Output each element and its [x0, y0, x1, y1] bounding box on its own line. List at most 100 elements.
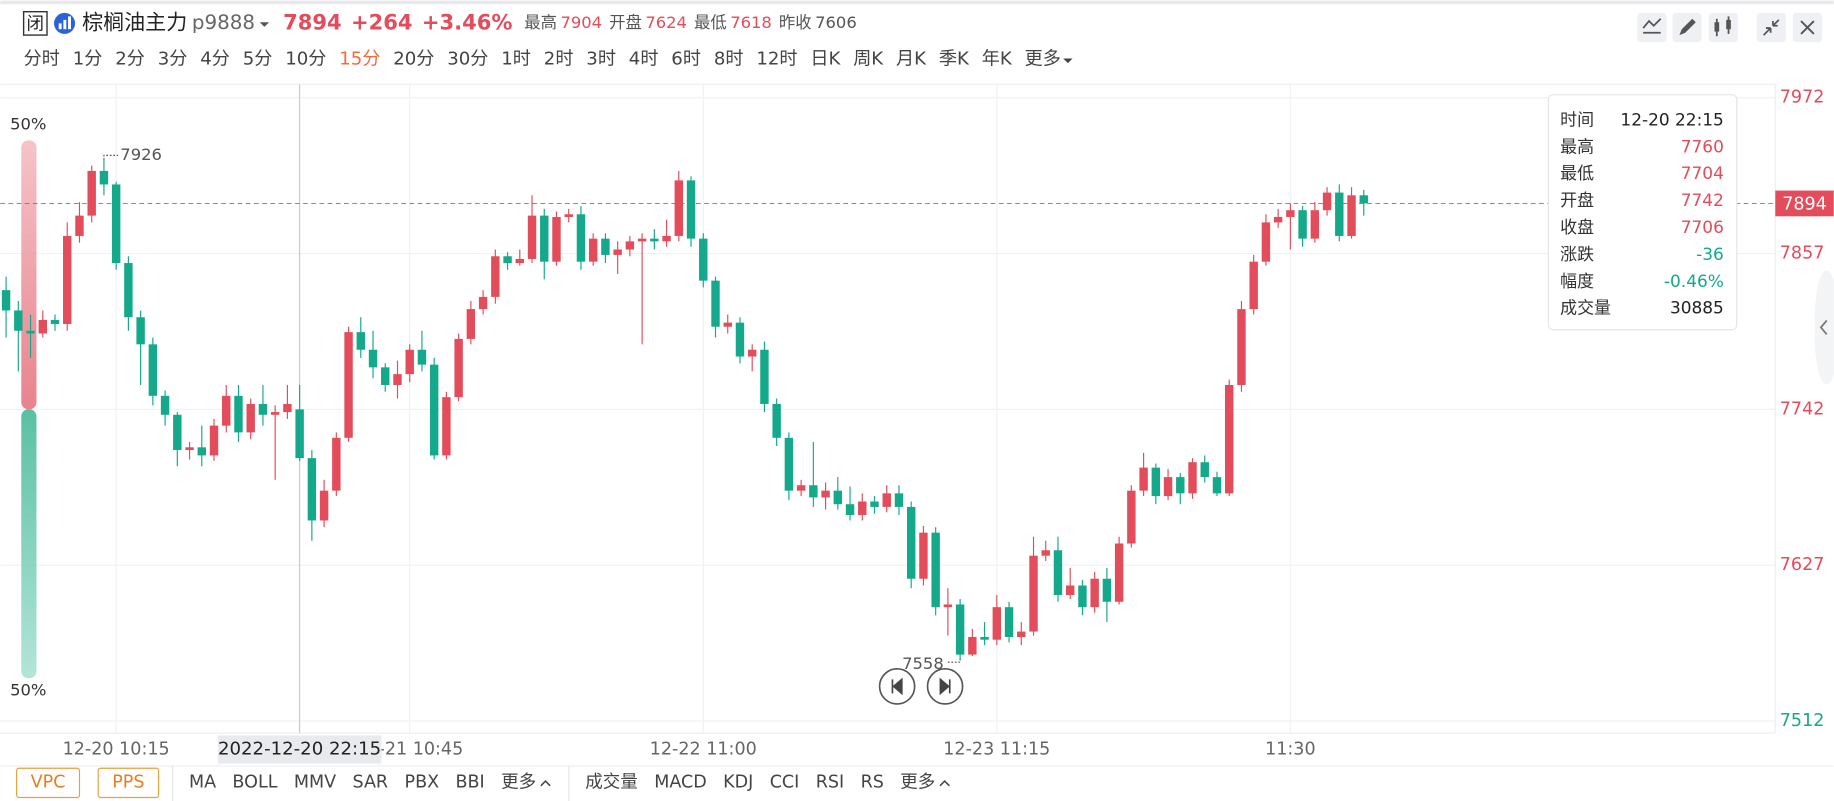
candle-body	[784, 437, 794, 491]
candle-body	[75, 215, 84, 236]
tooltip-label: 开盘	[1560, 190, 1594, 210]
candle-body	[1261, 222, 1271, 262]
indicator-tab[interactable]: RS	[861, 772, 884, 792]
period-tab[interactable]: 2分	[115, 49, 145, 70]
candle-body	[356, 332, 365, 350]
candle-body	[1188, 462, 1197, 494]
candle-body	[760, 349, 769, 404]
candle-body	[1041, 550, 1050, 556]
tooltip-value: -0.46%	[1664, 271, 1724, 291]
candle-body	[417, 349, 427, 365]
period-tab[interactable]: 10分	[285, 49, 326, 70]
period-tab[interactable]: 4时	[629, 49, 659, 70]
period-tab[interactable]: 20分	[393, 49, 434, 70]
candle-body	[270, 412, 280, 415]
period-tab[interactable]: 12时	[756, 49, 797, 70]
candle-body	[1212, 477, 1222, 494]
indicator-tab[interactable]: PBX	[405, 772, 440, 792]
side-collapse[interactable]	[1814, 270, 1834, 385]
period-tab[interactable]: 30分	[447, 49, 488, 70]
period-tab[interactable]: 1分	[73, 49, 103, 70]
ratio-bar-down	[21, 409, 37, 679]
candle-body	[405, 349, 414, 375]
period-tab[interactable]: 季K	[939, 49, 970, 70]
chart-type-button[interactable]	[1708, 12, 1738, 43]
draw-icon	[1679, 18, 1696, 36]
indicator-primary-box	[97, 767, 160, 799]
candle-body	[1139, 467, 1148, 491]
period-tab[interactable]: 日K	[810, 49, 841, 70]
period-tab[interactable]: 3分	[158, 49, 188, 70]
tooltip-box	[1547, 94, 1738, 331]
candle-body	[258, 403, 268, 415]
period-tab[interactable]: 3时	[586, 49, 616, 70]
candle-body	[381, 367, 390, 385]
indicator-button[interactable]	[1637, 12, 1667, 43]
candle-body	[1127, 490, 1136, 544]
candle-body	[1, 290, 11, 311]
candle-body	[173, 414, 182, 451]
indicator-tab[interactable]: MACD	[654, 772, 707, 792]
candle-body	[124, 263, 133, 318]
candle-body	[809, 485, 818, 498]
period-tab[interactable]: 2时	[544, 49, 574, 70]
candle-body	[870, 501, 879, 507]
period-tab[interactable]: 周K	[853, 49, 884, 70]
indicator-tab[interactable]: RSI	[816, 772, 844, 792]
tooltip-value: 7760	[1681, 136, 1724, 156]
candle-body	[747, 349, 757, 357]
indicator-tab[interactable]: BOLL	[232, 772, 277, 792]
indicator-primary[interactable]: PPS	[112, 772, 144, 792]
candle-body	[540, 215, 549, 262]
period-tab[interactable]: 分时	[24, 49, 60, 70]
indicator-primary[interactable]: VPC	[31, 772, 66, 792]
candle-body	[1114, 543, 1124, 602]
shrink-button[interactable]	[1756, 12, 1786, 43]
indicator-tab[interactable]: 成交量	[585, 772, 638, 792]
period-tab[interactable]: 更多	[1025, 49, 1061, 70]
candle-body	[1004, 607, 1014, 637]
indicator-tab[interactable]: MA	[189, 772, 216, 792]
market-status: 闭	[27, 15, 45, 35]
candle-body	[711, 280, 720, 327]
candle-body	[576, 214, 586, 262]
indicator-more[interactable]: 更多	[501, 772, 536, 792]
max-marker	[103, 154, 118, 161]
candle-body	[185, 447, 194, 451]
period-tab[interactable]: 4分	[200, 49, 230, 70]
period-tab[interactable]: 月K	[896, 49, 927, 70]
period-tab[interactable]: 年K	[982, 49, 1013, 70]
candle-body	[1225, 384, 1234, 494]
candle-body	[699, 238, 708, 281]
candle-body	[1249, 261, 1258, 310]
indicator-more[interactable]: 更多	[900, 772, 935, 792]
candle-body	[148, 344, 158, 396]
candle-body	[955, 604, 965, 655]
candle-body	[943, 604, 953, 608]
period-tab[interactable]: 6时	[671, 49, 701, 70]
y-tick-label: 7972	[1780, 88, 1825, 108]
period-tab[interactable]: 5分	[243, 49, 273, 70]
collapse-arrow	[1819, 319, 1828, 335]
tooltip-label: 幅度	[1560, 271, 1594, 291]
indicator-icon	[1642, 18, 1662, 34]
period-tab[interactable]: 1时	[501, 49, 531, 70]
candle-body	[234, 395, 243, 433]
symbol-dropdown[interactable]	[259, 22, 270, 27]
candle-body	[992, 607, 1002, 640]
period-tab[interactable]: 8时	[714, 49, 744, 70]
period-tab[interactable]: 15分	[339, 49, 380, 70]
indicator-tab[interactable]: BBI	[455, 772, 484, 792]
indicator-tab[interactable]: CCI	[770, 772, 800, 792]
candle-body	[368, 349, 378, 368]
indicator-tab[interactable]: KDJ	[723, 772, 753, 792]
candle-body	[833, 490, 843, 505]
candle-body	[588, 238, 598, 262]
candle-body	[723, 322, 732, 327]
x-tick-label: 11:30	[1265, 740, 1316, 760]
exchange-icon-bar	[58, 23, 62, 30]
indicator-tab[interactable]: MMV	[294, 772, 336, 792]
indicator-tab[interactable]: SAR	[352, 772, 388, 792]
